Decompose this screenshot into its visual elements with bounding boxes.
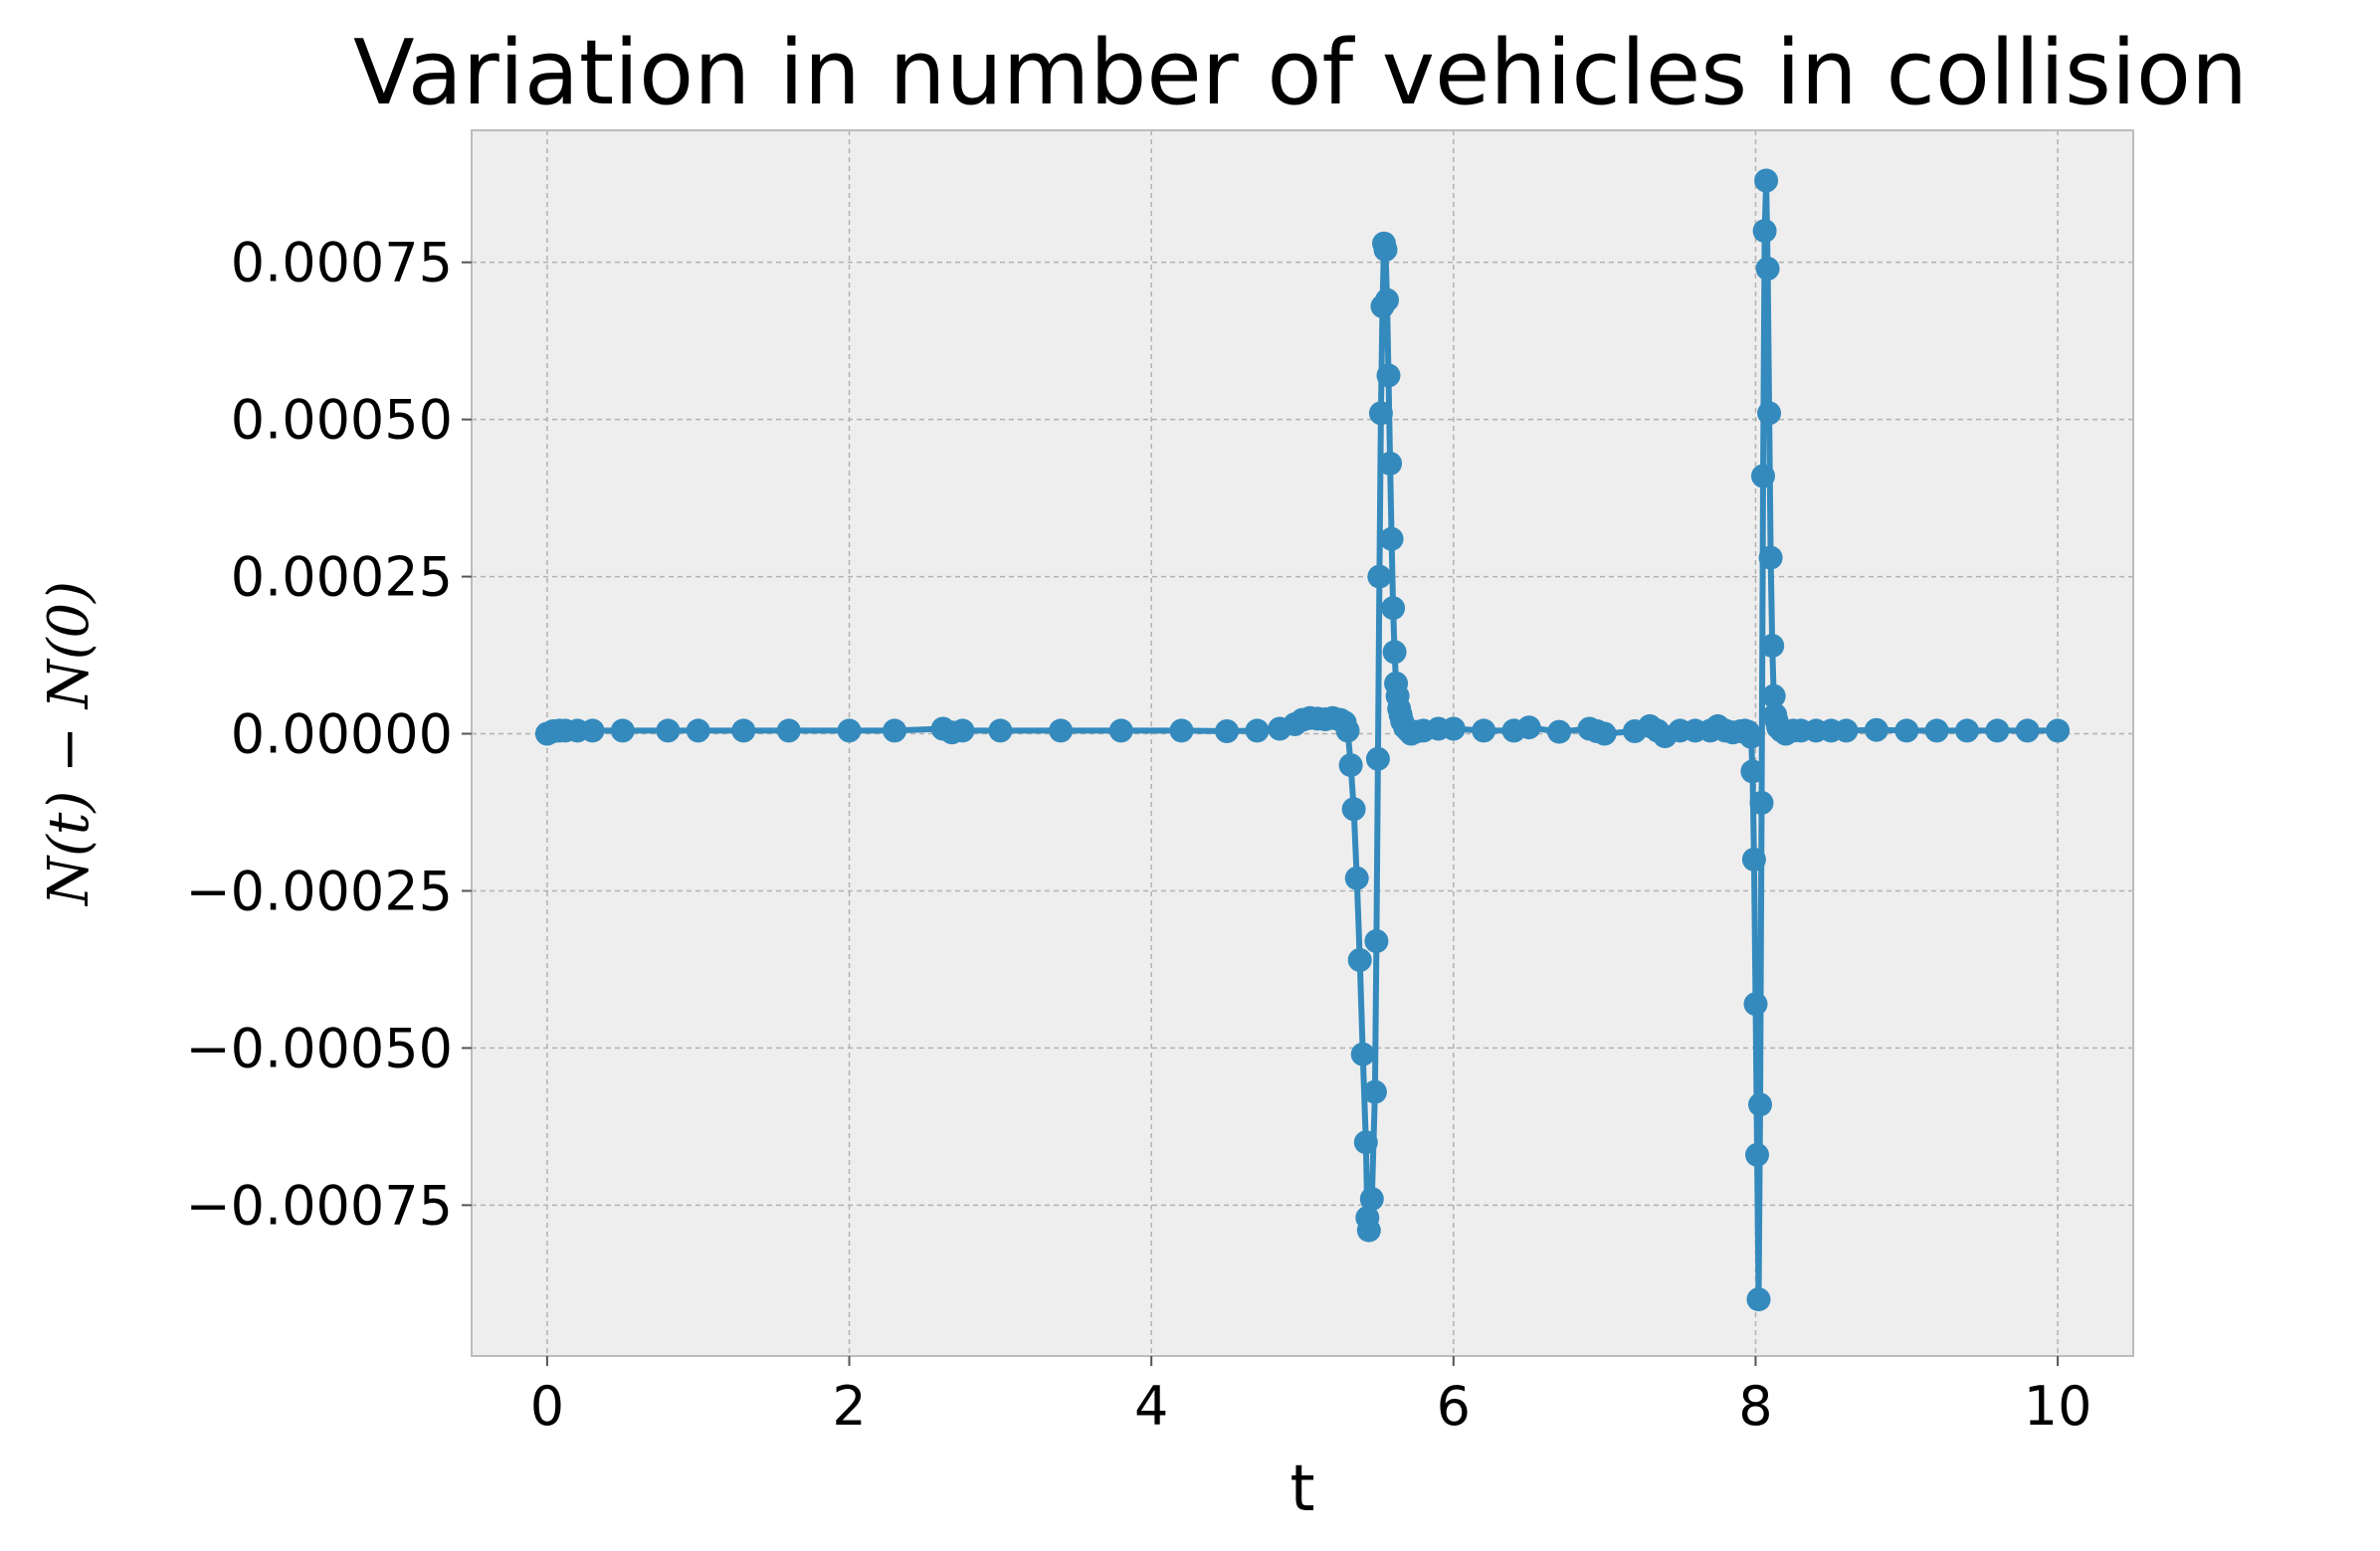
x-tick-label: 2 <box>832 1375 866 1438</box>
data-point <box>656 718 681 743</box>
data-point <box>1373 238 1398 262</box>
data-point <box>1353 1130 1378 1155</box>
data-point <box>1834 718 1859 743</box>
data-point <box>1245 718 1270 743</box>
data-point <box>2046 718 2071 743</box>
data-point <box>1749 791 1774 815</box>
data-point <box>1215 719 1240 743</box>
data-point <box>1752 219 1777 244</box>
y-tick-labels: 0.00075 0.00050 0.00025 0.00000 −0.00025 −0.0… <box>185 232 472 1237</box>
data-point <box>1049 718 1074 743</box>
data-point <box>1751 464 1775 488</box>
data-point <box>1755 257 1780 281</box>
x-tick-label: 4 <box>1134 1375 1168 1438</box>
data-point <box>1365 746 1390 771</box>
chart-title: Variation in number of vehicles in colli… <box>353 21 2248 125</box>
x-tick-label: 10 <box>2024 1375 2092 1438</box>
x-tick-label: 6 <box>1437 1375 1471 1438</box>
data-point <box>2015 718 2040 743</box>
x-tick-label: 0 <box>530 1375 564 1438</box>
data-point <box>1379 526 1404 551</box>
data-point <box>1740 759 1765 784</box>
data-point <box>1955 718 1979 743</box>
data-point <box>1754 168 1779 193</box>
data-point <box>1108 718 1133 743</box>
y-tick-label: 0.00075 <box>231 232 453 294</box>
data-point <box>731 718 756 743</box>
data-point <box>1472 718 1496 743</box>
y-tick-label: −0.00075 <box>185 1174 453 1237</box>
series-layer <box>534 168 2071 1312</box>
data-point <box>1381 596 1406 621</box>
data-point <box>580 718 605 743</box>
data-point <box>1376 363 1401 388</box>
data-point <box>1745 1142 1769 1167</box>
x-tick-labels: 0 2 4 6 8 10 <box>530 1356 2092 1438</box>
data-point <box>610 718 635 743</box>
data-point <box>1894 718 1919 743</box>
x-axis-label: t <box>1289 1453 1314 1526</box>
data-point <box>988 718 1013 743</box>
y-axis-label: N(t) − N(0) <box>37 581 101 907</box>
data-point <box>1356 1218 1381 1243</box>
data-point <box>1760 634 1785 659</box>
data-point <box>1382 640 1407 665</box>
data-point <box>1761 683 1786 708</box>
data-point <box>837 718 862 743</box>
data-point <box>1344 866 1369 890</box>
data-point <box>1741 847 1766 872</box>
data-point <box>776 718 801 743</box>
plot-area <box>472 130 2133 1356</box>
data-point <box>1347 948 1372 972</box>
data-point <box>1864 717 1888 742</box>
data-point <box>1547 719 1572 744</box>
data-point <box>1375 288 1399 312</box>
y-tick-label: −0.00025 <box>185 860 453 922</box>
data-point <box>1758 545 1783 570</box>
data-point <box>1368 401 1393 426</box>
data-point <box>1743 992 1768 1017</box>
y-tick-label: −0.00050 <box>185 1017 453 1079</box>
x-tick-label: 8 <box>1738 1375 1772 1438</box>
data-point <box>1757 401 1782 426</box>
data-point <box>1362 1079 1387 1104</box>
data-point <box>1341 797 1366 822</box>
data-point <box>1169 718 1194 743</box>
data-point <box>1985 718 2010 743</box>
y-tick-label: 0.00000 <box>231 703 453 766</box>
data-point <box>1748 1092 1772 1117</box>
data-point <box>686 718 710 743</box>
data-point <box>1592 721 1617 746</box>
data-point <box>1516 715 1541 740</box>
data-point <box>1378 451 1403 476</box>
data-point <box>1441 716 1466 741</box>
plot-frame <box>471 129 2134 1357</box>
data-point <box>1350 1042 1375 1066</box>
data-point <box>1359 1187 1384 1212</box>
y-tick-label: 0.00025 <box>231 546 453 609</box>
data-point <box>883 718 907 743</box>
data-point <box>1924 718 1949 743</box>
data-point <box>1338 753 1363 778</box>
data-point <box>1746 1287 1771 1312</box>
data-point <box>1367 564 1392 589</box>
y-tick-label: 0.00050 <box>231 389 453 452</box>
data-point <box>1335 718 1360 743</box>
data-point <box>950 718 975 743</box>
data-point <box>1738 724 1763 749</box>
data-point <box>1364 929 1389 953</box>
